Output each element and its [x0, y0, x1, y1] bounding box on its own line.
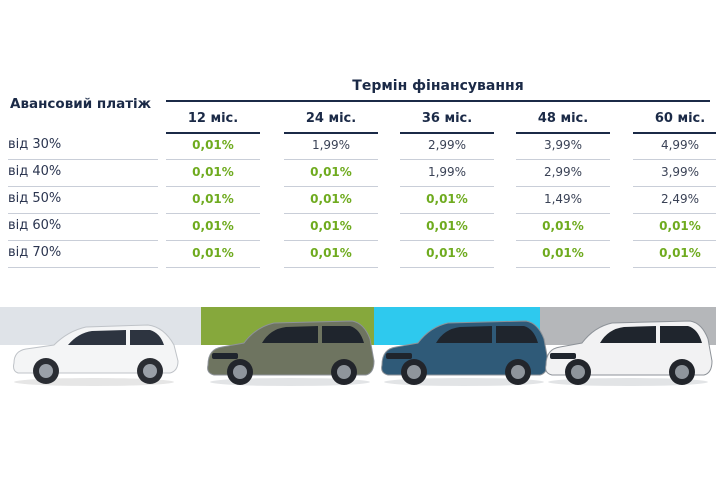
cell-divider	[166, 186, 260, 187]
term-header-1: 12 міс.	[187, 111, 239, 126]
term-header-rule	[633, 132, 716, 134]
rate-cell: 0,01%	[542, 246, 584, 260]
row-label: від 70%	[8, 245, 62, 260]
cell-divider	[166, 267, 260, 268]
cell-divider	[166, 240, 260, 241]
cell-divider	[166, 213, 260, 214]
rate-cell: 2,49%	[660, 192, 700, 206]
term-header-3: 36 міс.	[421, 111, 473, 126]
row-label: від 40%	[8, 164, 62, 179]
rate-cell: 0,01%	[659, 246, 701, 260]
rate-cell: 0,01%	[192, 192, 234, 206]
row-divider	[8, 240, 158, 241]
cell-divider	[633, 213, 716, 214]
rate-cell: 0,01%	[310, 246, 352, 260]
rate-cell: 0,01%	[542, 219, 584, 233]
row-label: від 50%	[8, 191, 62, 206]
cell-divider	[400, 186, 494, 187]
cell-divider	[633, 186, 716, 187]
term-header-rule	[166, 100, 710, 102]
rate-cell: 4,99%	[660, 138, 700, 152]
rate-cell: 1,49%	[543, 192, 583, 206]
rate-cell: 3,99%	[660, 165, 700, 179]
cell-divider	[516, 267, 610, 268]
term-header: Термін фінансування	[352, 78, 524, 94]
hatchback-car	[13, 324, 179, 386]
term-header-4: 48 міс.	[537, 111, 589, 126]
rate-cell: 1,99%	[311, 138, 351, 152]
rate-cell: 0,01%	[192, 165, 234, 179]
rate-cell: 0,01%	[310, 192, 352, 206]
cell-divider	[284, 267, 378, 268]
cell-divider	[400, 267, 494, 268]
row-divider	[8, 267, 158, 268]
cell-divider	[284, 159, 378, 160]
rate-cell: 2,99%	[543, 165, 583, 179]
cell-divider	[516, 159, 610, 160]
rate-cell: 2,99%	[427, 138, 467, 152]
cell-divider	[516, 186, 610, 187]
suv-car-white	[545, 320, 713, 386]
cell-divider	[284, 213, 378, 214]
cell-divider	[516, 240, 610, 241]
term-header-rule	[284, 132, 378, 134]
suv-car-olive	[207, 320, 375, 386]
rate-cell: 0,01%	[192, 219, 234, 233]
row-divider	[8, 186, 158, 187]
term-header-rule	[400, 132, 494, 134]
row-divider	[8, 213, 158, 214]
rate-cell: 0,01%	[192, 246, 234, 260]
row-label: від 30%	[8, 137, 62, 152]
term-header-2: 24 міс.	[305, 111, 357, 126]
term-header-rule	[166, 132, 260, 134]
rate-cell: 0,01%	[310, 165, 352, 179]
term-header-5: 60 міс.	[654, 111, 706, 126]
advance-header: Авансовий платіж	[10, 96, 152, 112]
rate-cell: 0,01%	[659, 219, 701, 233]
row-divider	[8, 159, 158, 160]
rate-cell: 0,01%	[310, 219, 352, 233]
cell-divider	[166, 159, 260, 160]
cell-divider	[284, 186, 378, 187]
cell-divider	[633, 159, 716, 160]
rate-cell: 0,01%	[192, 138, 234, 152]
cell-divider	[400, 213, 494, 214]
term-header-rule	[516, 132, 610, 134]
cell-divider	[633, 240, 716, 241]
rate-cell: 1,99%	[427, 165, 467, 179]
rate-cell: 0,01%	[426, 246, 468, 260]
rate-cell: 0,01%	[426, 219, 468, 233]
cell-divider	[400, 240, 494, 241]
cell-divider	[633, 267, 716, 268]
suv-car-blue	[381, 320, 549, 386]
row-label: від 60%	[8, 218, 62, 233]
cell-divider	[516, 213, 610, 214]
rate-cell: 0,01%	[426, 192, 468, 206]
cell-divider	[400, 159, 494, 160]
rate-cell: 3,99%	[543, 138, 583, 152]
cell-divider	[284, 240, 378, 241]
